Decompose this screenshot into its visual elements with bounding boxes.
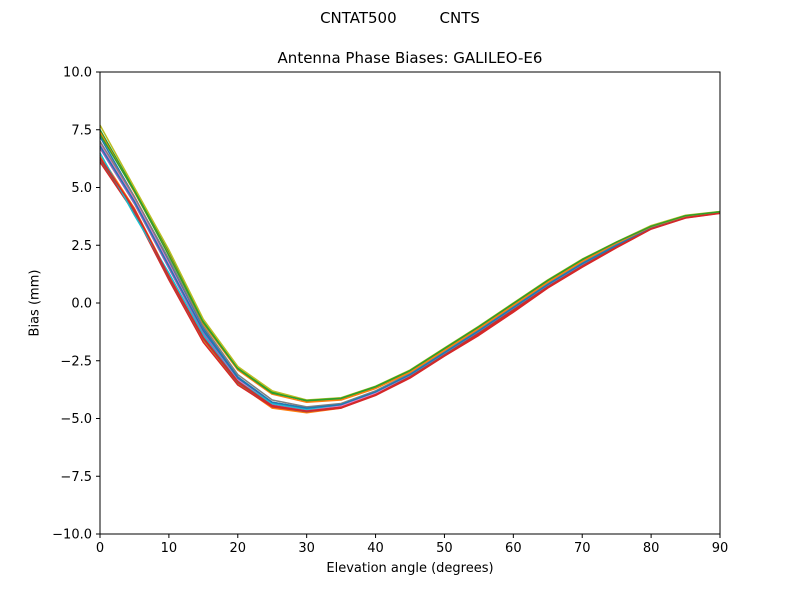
series-line-12: [99, 157, 721, 412]
x-tick-label: 70: [574, 541, 591, 556]
series-line-11: [99, 131, 721, 404]
series-line-13: [99, 134, 721, 402]
y-tick-label: 10.0: [63, 66, 92, 81]
x-axis-label: Elevation angle (degrees): [326, 561, 494, 576]
x-tick-label: 30: [298, 541, 315, 556]
y-tick-label: 0.0: [71, 297, 92, 312]
chart-title: Antenna Phase Biases: GALILEO-E6: [277, 49, 543, 67]
figure-suptitle: CNTAT500 CNTS: [320, 9, 480, 27]
x-tick-label: 10: [161, 541, 178, 556]
tick-layer: 0 10 20 30 40 50 60 70 80 90 10.0 7.5 5.0 2.5 0.0 −2.5 −…: [52, 66, 728, 557]
x-tick-label: 50: [436, 541, 453, 556]
y-tick-label: −5.0: [60, 412, 92, 427]
y-tick-label: 5.0: [71, 181, 92, 196]
series-line-2: [99, 129, 721, 402]
series-line-7: [99, 140, 721, 408]
y-tick-label: 7.5: [71, 123, 92, 138]
x-tick-label: 20: [230, 541, 247, 556]
x-tick-label: 60: [505, 541, 522, 556]
y-tick-label: −7.5: [60, 470, 92, 485]
x-tick-label: 80: [643, 541, 660, 556]
series-line-8: [99, 124, 721, 401]
series-line-0: [99, 136, 721, 409]
series-line-10: [99, 145, 721, 409]
y-tick-label: −10.0: [52, 528, 92, 543]
y-tick-label: 2.5: [71, 239, 92, 254]
series-layer: [99, 124, 721, 414]
plot-frame: [99, 71, 721, 535]
y-tick-label: −2.5: [60, 354, 92, 369]
x-tick-label: 0: [96, 541, 104, 556]
x-tick-label: 40: [367, 541, 384, 556]
x-tick-label: 90: [712, 541, 729, 556]
